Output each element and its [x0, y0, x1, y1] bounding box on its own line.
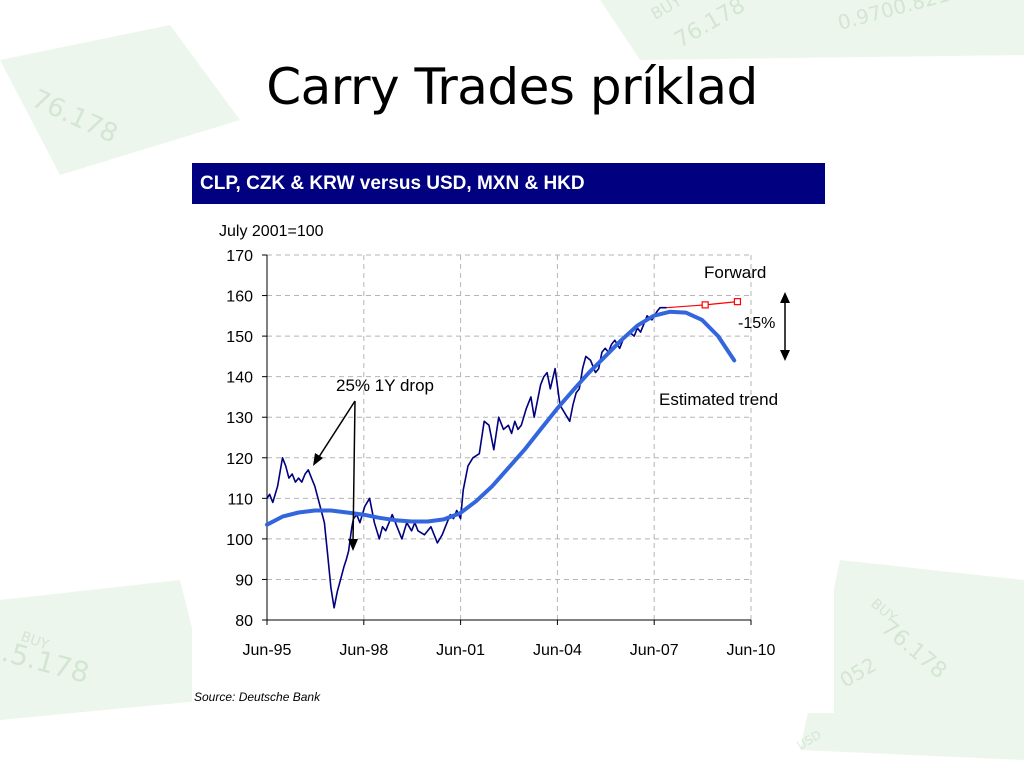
annotation-estimated-trend: Estimated trend: [659, 390, 778, 409]
line-chart: 80 90 100 110 120 130 140 150 160 170 Jun-95 Jun-98…: [194, 223, 790, 704]
y-tick-label: 120: [226, 451, 253, 468]
forward-point: [733, 298, 742, 306]
y-tick-label: 140: [226, 370, 253, 387]
annotation-forward: Forward: [704, 263, 766, 282]
forward-point: [701, 301, 709, 309]
x-tick-label: Jun-01: [436, 642, 485, 659]
range-arrowhead-up: [780, 292, 790, 303]
drop-arrow-line: [316, 400, 356, 461]
x-tick-label: Jun-07: [630, 642, 679, 659]
chart-panel: CLP, CZK & KRW versus USD, MXN & HKD 80 9…: [192, 163, 834, 713]
x-tick-label: Jun-10: [727, 642, 776, 659]
y-tick-label: 130: [226, 410, 253, 427]
y-tick-label: 100: [226, 532, 253, 549]
drop-arrow-line: [352, 400, 356, 544]
y-tick-label: 80: [235, 613, 253, 630]
x-tick-label: Jun-98: [339, 642, 388, 659]
y-tick-label: 150: [226, 329, 253, 346]
y-tick-label: 170: [226, 248, 253, 265]
drop-arrowhead: [313, 453, 323, 466]
x-tick-label: Jun-04: [533, 642, 582, 659]
chart-source: Source: Deutsche Bank: [194, 690, 321, 704]
series-line-estimated-trend: [265, 309, 737, 527]
y-tick-label: 160: [226, 289, 253, 306]
x-tick-label: Jun-95: [243, 642, 292, 659]
range-arrowhead-down: [780, 350, 790, 361]
slide-title: Carry Trades príklad: [266, 58, 758, 116]
annotation-25-percent-drop: 25% 1Y drop: [336, 376, 434, 395]
drop-arrowhead: [348, 539, 358, 551]
y-tick-label: 90: [235, 572, 253, 589]
y-axis-label: July 2001=100: [219, 223, 324, 240]
annotation-minus-15-percent: -15%: [738, 315, 775, 332]
chart-title: CLP, CZK & KRW versus USD, MXN & HKD: [192, 163, 825, 204]
y-tick-label: 110: [227, 491, 253, 508]
